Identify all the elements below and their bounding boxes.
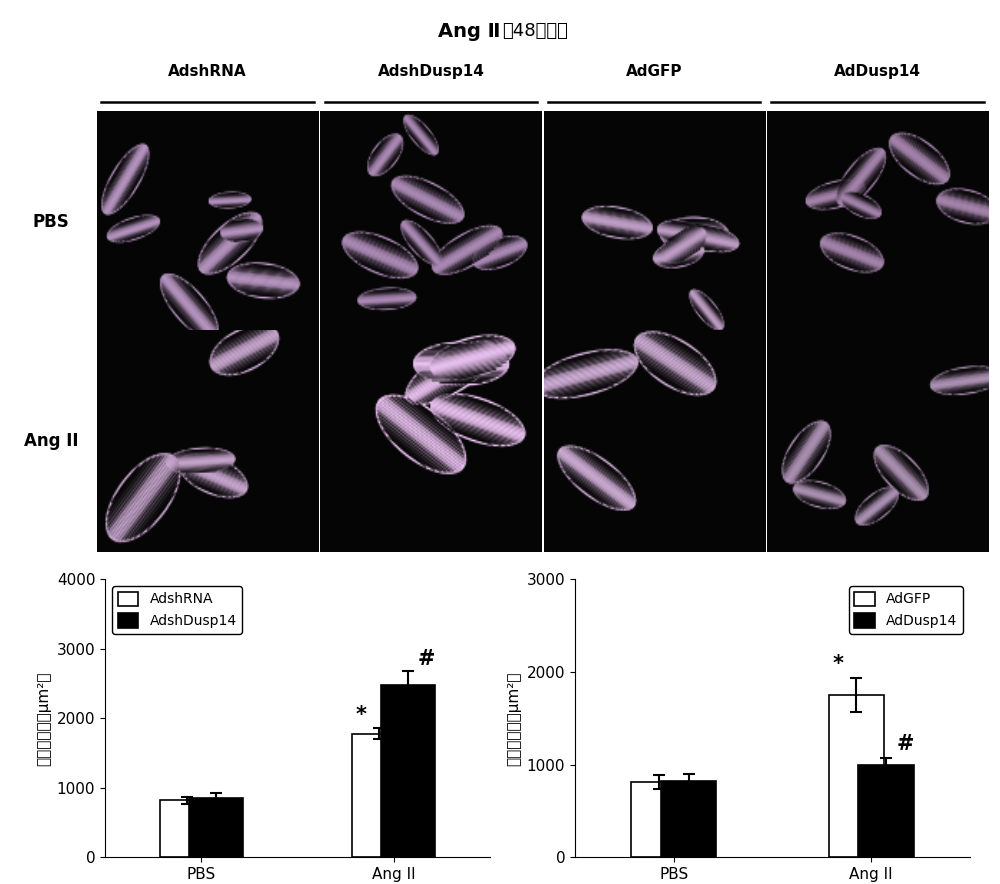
Bar (631, 782, 687, 857)
Bar (661, 781, 716, 857)
Text: #: # (418, 649, 435, 669)
Bar (829, 695, 884, 857)
Text: *: * (832, 653, 843, 674)
Text: （48小时）: （48小时） (502, 22, 568, 40)
Bar (352, 734, 406, 857)
Text: AdGFP: AdGFP (626, 64, 682, 79)
Bar (160, 800, 214, 857)
Text: AdshRNA: AdshRNA (168, 64, 247, 79)
Legend: AdGFP, AdDusp14: AdGFP, AdDusp14 (849, 586, 963, 634)
Text: AdshDusp14: AdshDusp14 (377, 64, 484, 79)
Bar (381, 685, 435, 857)
Y-axis label: 细胞表面积（μm²）: 细胞表面积（μm²） (36, 671, 51, 766)
Text: *: * (356, 705, 367, 725)
Text: Ang Ⅱ: Ang Ⅱ (438, 22, 500, 41)
Text: AdDusp14: AdDusp14 (834, 64, 921, 79)
Y-axis label: 细胞表面积（μm²）: 细胞表面积（μm²） (506, 671, 521, 766)
Bar (858, 765, 914, 857)
Bar (189, 798, 243, 857)
Legend: AdshRNA, AdshDusp14: AdshRNA, AdshDusp14 (112, 586, 242, 634)
Text: PBS: PBS (33, 213, 69, 231)
Text: #: # (896, 735, 914, 754)
Text: Ang II: Ang II (24, 432, 78, 450)
